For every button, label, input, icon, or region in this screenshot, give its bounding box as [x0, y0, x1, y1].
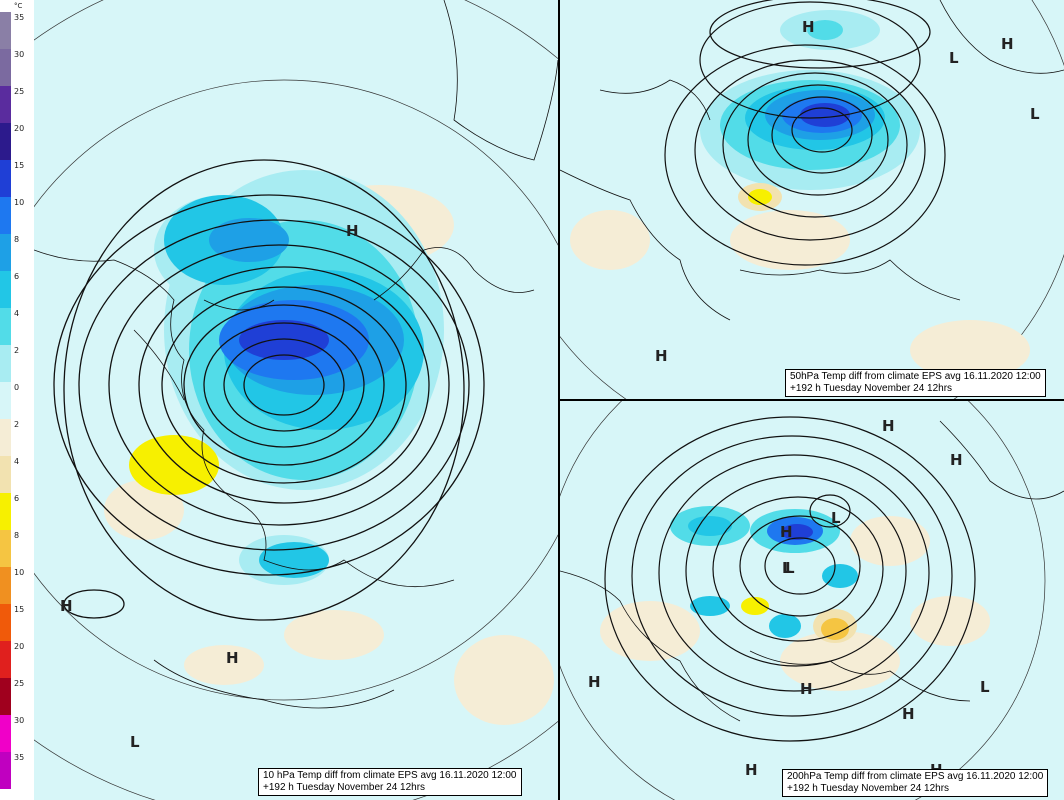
marker-l-50-1: L — [949, 49, 959, 67]
marker-h-3: H — [226, 649, 239, 667]
legend-label: 10 — [14, 198, 25, 207]
panel-50hpa-map: H L H L H 50hPa Temp diff from climate E… — [560, 0, 1064, 399]
legend-swatch — [0, 567, 11, 604]
marker-h-50-3: H — [655, 347, 668, 365]
caption-200hpa: 200hPa Temp diff from climate EPS avg 16… — [782, 769, 1049, 797]
legend-label: 30 — [14, 50, 25, 59]
legend-swatch — [0, 456, 11, 493]
map-50hpa: H L H L H — [560, 0, 1064, 399]
legend-swatch — [0, 123, 11, 160]
legend-swatch — [0, 345, 11, 382]
legend-swatch — [0, 12, 11, 49]
legend-swatch — [0, 604, 11, 641]
legend-label: 2 — [14, 346, 20, 355]
marker-h-200-6: H — [902, 705, 915, 723]
legend-label: 4 — [14, 309, 20, 318]
legend-swatch — [0, 86, 11, 123]
legend-swatch — [0, 271, 11, 308]
temperature-color-legend: °C 35 30 25 20 15 10 8 6 4 2 0 2 4 6 8 10 15 20 25 30 35 — [0, 0, 35, 800]
legend-swatch — [0, 641, 11, 678]
caption-50hpa-line1: 50hPa Temp diff from climate EPS avg 16.… — [790, 371, 1041, 382]
legend-label: 4 — [14, 457, 20, 466]
legend-label: 20 — [14, 642, 25, 651]
caption-50hpa-line2: +192 h Tuesday November 24 12hrs — [790, 383, 953, 394]
marker-h-2: H — [60, 597, 73, 615]
legend-label: 35 — [14, 753, 25, 762]
legend-swatch — [0, 49, 11, 86]
caption-10hpa-line1: 10 hPa Temp diff from climate EPS avg 16… — [263, 770, 517, 781]
panel-divider-vertical — [558, 0, 560, 800]
marker-l-50-2: L — [1030, 105, 1040, 123]
legend-label: 10 — [14, 568, 25, 577]
caption-10hpa: 10 hPa Temp diff from climate EPS avg 16… — [258, 768, 522, 796]
legend-label: 15 — [14, 605, 25, 614]
caption-200hpa-line1: 200hPa Temp diff from climate EPS avg 16… — [787, 771, 1044, 782]
marker-l-200-1: L — [831, 509, 841, 527]
panel-divider-horizontal — [560, 399, 1064, 401]
marker-h-200-5: H — [800, 680, 813, 698]
legend-label: 0 — [14, 383, 20, 392]
panel-200hpa-map: H H H L L H L H H L H H 200hPa Temp diff… — [560, 401, 1064, 800]
marker-h-200-3: H — [780, 523, 793, 541]
marker-h-200-1: H — [882, 417, 895, 435]
marker-h-1: H — [346, 222, 359, 240]
legend-swatch — [0, 234, 11, 271]
legend-swatch — [0, 160, 11, 197]
marker-l-200-4: L — [785, 559, 795, 577]
legend-swatch — [0, 752, 11, 789]
legend-label: 2 — [14, 420, 20, 429]
marker-h-200-4: H — [588, 673, 601, 691]
map-10hpa: H H H L — [34, 0, 558, 800]
legend-label: 25 — [14, 87, 25, 96]
marker-h-50-1: H — [802, 18, 815, 36]
legend-swatch — [0, 493, 11, 530]
legend-label: 20 — [14, 124, 25, 133]
legend-swatch — [0, 308, 11, 345]
marker-l-200-2: L — [782, 559, 792, 577]
caption-50hpa: 50hPa Temp diff from climate EPS avg 16.… — [785, 369, 1046, 397]
legend-unit: °C — [14, 2, 23, 10]
marker-h-200-2: H — [950, 451, 963, 469]
legend-label: 6 — [14, 272, 20, 281]
marker-h-50-2: H — [1001, 35, 1014, 53]
marker-l-200-3: L — [980, 678, 990, 696]
map-200hpa: H H H L L H L H H L H H — [560, 401, 1064, 800]
legend-label: 35 — [14, 13, 25, 22]
legend-swatch — [0, 678, 11, 715]
legend-label: 15 — [14, 161, 25, 170]
legend-label: 8 — [14, 235, 20, 244]
caption-10hpa-line2: +192 h Tuesday November 24 12hrs — [263, 782, 426, 793]
legend-swatch — [0, 382, 11, 419]
marker-l-1: L — [130, 733, 140, 751]
caption-200hpa-line2: +192 h Tuesday November 24 12hrs — [787, 783, 950, 794]
marker-h-200-7: H — [745, 761, 758, 779]
legend-swatch — [0, 530, 11, 567]
legend-swatch — [0, 197, 11, 234]
legend-label: 25 — [14, 679, 25, 688]
legend-swatch — [0, 419, 11, 456]
panel-10hpa-map: H H H L 10 hPa Temp diff from climate EP… — [34, 0, 558, 800]
legend-label: 8 — [14, 531, 20, 540]
legend-label: 6 — [14, 494, 20, 503]
legend-swatch — [0, 715, 11, 752]
legend-label: 30 — [14, 716, 25, 725]
